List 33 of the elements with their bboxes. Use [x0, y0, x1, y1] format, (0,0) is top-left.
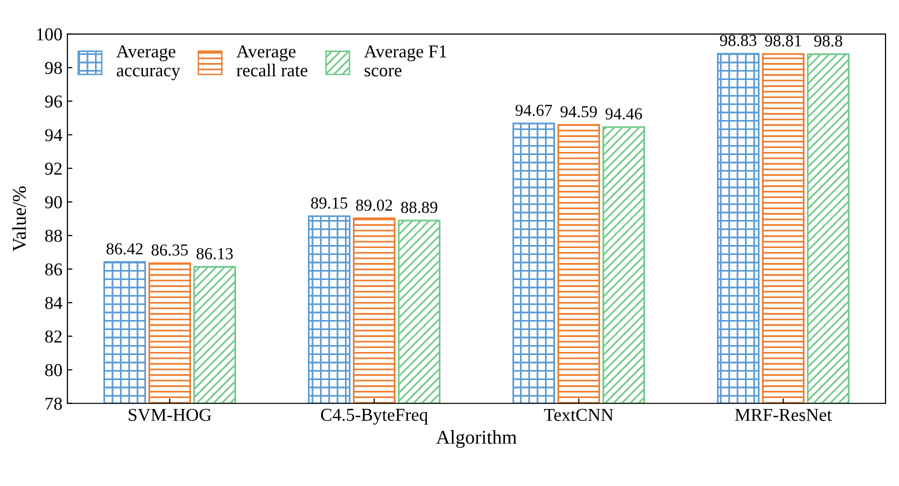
- y-tick-label: 88: [45, 230, 62, 242]
- y-tick-label: 84: [45, 296, 62, 310]
- legend-label: Average accuracy: [116, 45, 180, 80]
- data-label: 88.89: [401, 202, 438, 214]
- x-tick-label: SVM-HOG: [128, 408, 212, 422]
- data-label: 98.83: [720, 34, 756, 46]
- data-label: 98.8: [814, 35, 842, 47]
- y-tick-label: 82: [45, 330, 62, 343]
- data-label: 89.02: [356, 200, 392, 211]
- y-tick-label: 98: [45, 62, 62, 74]
- y-tick-label: 80: [45, 364, 62, 376]
- data-label: 94.67: [516, 104, 552, 116]
- y-axis-title: Value/%: [12, 186, 26, 252]
- data-label: 86.42: [106, 243, 143, 255]
- data-label: 94.59: [560, 106, 597, 118]
- data-label: 89.15: [311, 197, 348, 209]
- y-tick-label: 100: [37, 28, 62, 40]
- y-tick-label: 92: [45, 162, 62, 175]
- y-tick-label: 94: [45, 129, 62, 142]
- y-tick-label: 78: [46, 398, 62, 410]
- x-tick-label: TextCNN: [544, 408, 614, 421]
- data-label: 86.13: [196, 248, 233, 260]
- x-tick-label: MRF-ResNet: [735, 408, 832, 421]
- y-tick-label: 96: [45, 95, 62, 108]
- x-tick-label: C4.5-ByteFreq: [321, 408, 428, 425]
- data-label: 98.81: [765, 35, 802, 47]
- legend-label: Average F1 score: [364, 45, 446, 76]
- y-tick-label: 90: [45, 196, 62, 208]
- data-label: 94.46: [606, 108, 642, 120]
- legend-label: Average recall rate: [236, 45, 308, 76]
- x-axis-title: Algorithm: [436, 430, 517, 448]
- y-tick-label: 86: [45, 263, 62, 276]
- data-label: 86.35: [152, 244, 188, 256]
